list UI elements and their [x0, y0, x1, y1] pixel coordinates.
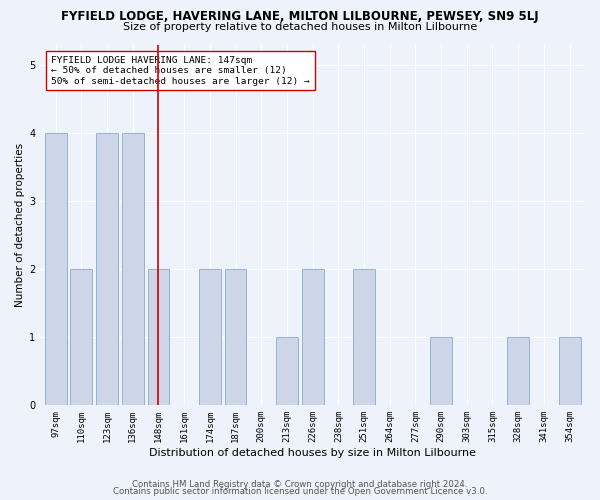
- Bar: [559, 337, 581, 405]
- Text: Contains public sector information licensed under the Open Government Licence v3: Contains public sector information licen…: [113, 487, 487, 496]
- X-axis label: Distribution of detached houses by size in Milton Lilbourne: Distribution of detached houses by size …: [149, 448, 476, 458]
- Bar: [70, 269, 92, 405]
- Bar: [96, 134, 118, 405]
- Bar: [302, 269, 323, 405]
- Bar: [507, 337, 529, 405]
- Bar: [353, 269, 375, 405]
- Text: Size of property relative to detached houses in Milton Lilbourne: Size of property relative to detached ho…: [123, 22, 477, 32]
- Bar: [45, 134, 67, 405]
- Y-axis label: Number of detached properties: Number of detached properties: [15, 143, 25, 307]
- Bar: [199, 269, 221, 405]
- Bar: [148, 269, 169, 405]
- Bar: [430, 337, 452, 405]
- Text: FYFIELD LODGE, HAVERING LANE, MILTON LILBOURNE, PEWSEY, SN9 5LJ: FYFIELD LODGE, HAVERING LANE, MILTON LIL…: [61, 10, 539, 23]
- Bar: [224, 269, 247, 405]
- Bar: [276, 337, 298, 405]
- Bar: [122, 134, 143, 405]
- Text: FYFIELD LODGE HAVERING LANE: 147sqm
← 50% of detached houses are smaller (12)
50: FYFIELD LODGE HAVERING LANE: 147sqm ← 50…: [51, 56, 310, 86]
- Text: Contains HM Land Registry data © Crown copyright and database right 2024.: Contains HM Land Registry data © Crown c…: [132, 480, 468, 489]
